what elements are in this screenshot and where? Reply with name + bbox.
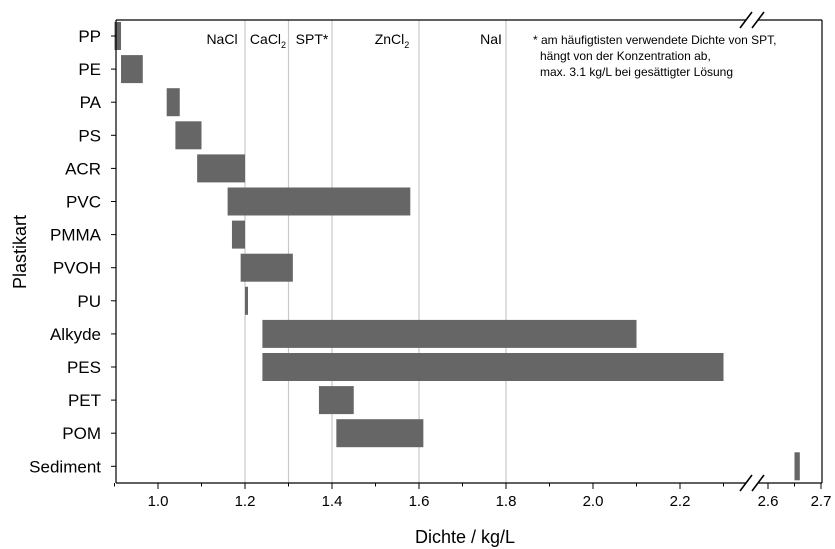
category-label: PVOH [53,259,101,278]
bar [227,187,411,216]
bar [240,253,293,282]
bar [262,319,637,348]
bar [175,121,202,150]
bar [231,220,245,249]
category-label: ACR [65,159,101,178]
reference-lines [244,20,507,483]
x-tick-label: 1.2 [235,493,256,510]
x-tick-label: 1.4 [322,493,343,510]
category-label: PA [80,93,102,112]
bar [318,386,354,415]
category-label: Sediment [29,457,101,476]
category-label: PU [77,292,101,311]
reference-line-label: SPT* [296,31,329,47]
axis-break-mark [739,11,753,29]
bar [121,55,143,84]
x-tick-label: 1.0 [148,493,169,510]
bar [166,88,180,117]
category-label: Alkyde [50,325,101,344]
x-tick-label: 1.6 [409,493,430,510]
bar [336,419,424,448]
x-tick-label: 1.8 [496,493,517,510]
reference-line-label: ZnCl2 [375,31,410,50]
bar [114,22,122,50]
x-axis: 1.0 1.2 1.4 1.6 1.8 2.0 2.2 2.6 2.7 [114,483,832,510]
footnote-line: * am häufigtisten verwendete Dichte von … [533,33,776,47]
bar [262,353,724,381]
category-label: PS [78,126,101,145]
bars [114,22,800,481]
bar [794,452,800,481]
x-tick-label: 2.6 [758,493,779,510]
footnote-line: hängt von der Konzentration ab, [540,49,711,63]
category-label: PVC [66,193,101,212]
category-label: PET [68,391,101,410]
footnote: * am häufigtisten verwendete Dichte von … [533,33,776,79]
x-tick-label: 2.0 [583,493,604,510]
axis-break-mark [739,474,753,492]
reference-line-label: CaCl2 [250,31,286,50]
bar [197,154,245,183]
footnote-line: max. 3.1 kg/L bei gesättigter Lösung [540,65,733,79]
category-label: PP [78,27,101,46]
category-label: PE [78,60,101,79]
y-axis: PP PE PA PS ACR PVC PMMA PVOH PU Alkyde PES PET POM S… [29,27,116,476]
axis-break-mark [751,11,765,29]
plot-frame [115,11,823,492]
axis-break-mark [751,474,765,492]
reference-line-label: NaI [480,31,502,47]
x-tick-label: 2.7 [811,493,832,510]
bar [245,286,248,315]
reference-line-labels: NaCl CaCl2 SPT* ZnCl2 NaI [206,31,501,50]
y-axis-title: Plastikart [10,215,30,289]
x-tick-label: 2.2 [670,493,691,510]
category-label: PES [67,358,101,377]
category-label: PMMA [50,226,102,245]
x-axis-title: Dichte / kg/L [415,527,515,547]
reference-line-label: NaCl [206,31,237,47]
category-label: POM [62,424,101,443]
